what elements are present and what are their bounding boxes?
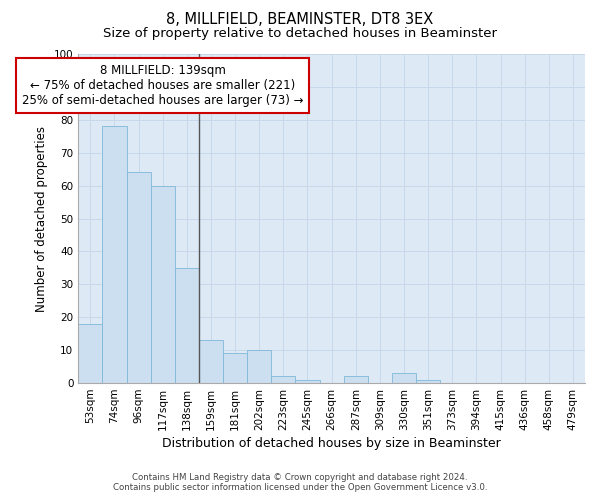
Bar — [199, 340, 223, 383]
Bar — [223, 354, 247, 383]
Bar — [175, 268, 199, 383]
Text: Contains HM Land Registry data © Crown copyright and database right 2024.
Contai: Contains HM Land Registry data © Crown c… — [113, 473, 487, 492]
Bar — [344, 376, 368, 383]
Bar — [295, 380, 320, 383]
Y-axis label: Number of detached properties: Number of detached properties — [35, 126, 48, 312]
X-axis label: Distribution of detached houses by size in Beaminster: Distribution of detached houses by size … — [162, 437, 501, 450]
Bar — [127, 172, 151, 383]
Text: 8, MILLFIELD, BEAMINSTER, DT8 3EX: 8, MILLFIELD, BEAMINSTER, DT8 3EX — [166, 12, 434, 28]
Bar — [151, 186, 175, 383]
Bar — [271, 376, 295, 383]
Text: Size of property relative to detached houses in Beaminster: Size of property relative to detached ho… — [103, 28, 497, 40]
Bar — [416, 380, 440, 383]
Text: 8 MILLFIELD: 139sqm
← 75% of detached houses are smaller (221)
25% of semi-detac: 8 MILLFIELD: 139sqm ← 75% of detached ho… — [22, 64, 304, 107]
Bar — [247, 350, 271, 383]
Bar — [103, 126, 127, 383]
Bar — [392, 373, 416, 383]
Bar — [78, 324, 103, 383]
